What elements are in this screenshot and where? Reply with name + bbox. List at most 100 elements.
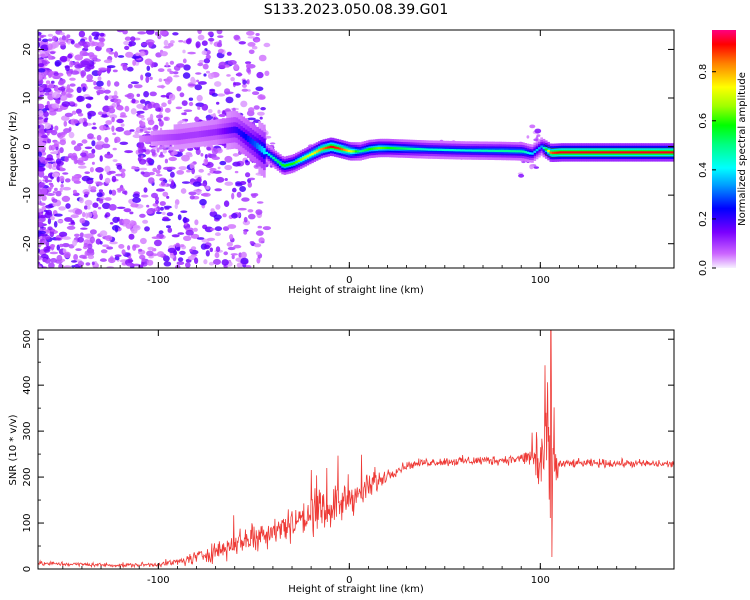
spectrogram-ridge-cell: [547, 150, 550, 153]
spectrogram-speckle: [115, 126, 125, 132]
spectrogram-ridge-cell: [595, 151, 598, 154]
spectrogram-speckle: [117, 55, 125, 58]
spectrogram-ridge-cell: [625, 151, 628, 154]
spectrogram-speckle: [145, 30, 155, 35]
spectrogram-speckle: [54, 125, 59, 131]
spectrogram-speckle: [209, 247, 213, 253]
spectrogram-speckle: [269, 142, 276, 145]
spectrogram-speckle: [38, 37, 42, 42]
spectrogram-speckle: [136, 103, 145, 109]
spectrogram-speckle: [87, 205, 91, 210]
spectrogram-ridge-cell: [618, 151, 621, 154]
spectrogram-ridge-cell: [139, 136, 142, 143]
spectrogram-speckle: [59, 187, 63, 193]
spectrogram-speckle: [215, 246, 221, 253]
spectrogram-speckle: [44, 105, 49, 109]
spectrogram-speckle: [142, 219, 149, 224]
spectrogram-speckle: [147, 127, 152, 131]
spectrogram-ridge-cell: [577, 151, 580, 154]
spectrogram-speckle: [74, 233, 80, 237]
spectrogram-speckle: [81, 139, 88, 144]
spectrogram-speckle: [62, 91, 67, 95]
snr-series-line: [38, 330, 674, 569]
spectrogram-speckle: [89, 54, 98, 61]
spectrogram-speckle: [96, 141, 105, 146]
spectrogram-speckle: [179, 92, 185, 98]
spectrogram-speckle: [533, 166, 539, 169]
spectrogram-speckle: [48, 83, 54, 89]
spectrogram-speckle: [38, 255, 42, 261]
spectrogram-ridge-cell: [661, 151, 665, 154]
spectrogram-speckle: [38, 73, 43, 81]
spectrogram-ridge-cell: [643, 151, 647, 154]
spectrogram-speckle: [104, 153, 114, 159]
spectrogram-speckle: [79, 197, 84, 204]
spectrogram-ridge-cell: [478, 149, 482, 152]
spectrogram-speckle: [179, 120, 185, 124]
spectrogram-ridge-cell: [212, 129, 216, 136]
spectrogram-ridge-cell: [423, 148, 427, 151]
spectrogram-speckle: [38, 103, 45, 110]
spectrogram-speckle: [61, 195, 71, 202]
spectrogram-speckle: [55, 158, 62, 165]
spectrogram-speckle: [96, 80, 104, 87]
spectrogram-speckle: [172, 32, 179, 36]
spectrogram-speckle: [216, 42, 223, 48]
spectrogram-speckle: [123, 130, 132, 136]
spectrogram-speckle: [109, 241, 118, 245]
spectrogram-ridge-cell: [357, 150, 360, 153]
spectrogram-speckle: [51, 35, 58, 42]
spectrogram-ridge-cell: [597, 151, 601, 154]
spectrogram-speckle: [223, 251, 228, 256]
spectrogram-speckle: [82, 121, 88, 127]
spectrogram-speckle: [70, 214, 79, 219]
spectrogram-speckle: [215, 204, 221, 210]
spectrogram-speckle: [183, 235, 192, 241]
spectrogram-y-axis-label: Frequency (Hz): [8, 111, 19, 187]
spectrogram-speckle: [213, 258, 221, 265]
spectrogram-speckle: [253, 243, 262, 248]
spectrogram-speckle: [116, 206, 126, 209]
spectrogram-speckle: [100, 249, 108, 254]
spectrogram-speckle: [89, 229, 97, 235]
spectrogram-speckle: [203, 58, 211, 64]
spectrogram-ridge-cell: [313, 151, 317, 154]
spectrogram-speckle: [146, 250, 154, 257]
spectrogram-speckle: [55, 237, 62, 241]
spectrogram-speckle: [160, 122, 163, 126]
spectrogram-speckle: [247, 36, 256, 39]
spectrogram-speckle: [211, 156, 220, 160]
spectrogram-ridge-cell: [386, 146, 390, 150]
spectrogram-speckle: [171, 234, 180, 238]
spectrogram-speckle: [38, 221, 44, 228]
spectrogram-speckle: [146, 204, 150, 208]
spectrogram-speckle: [214, 232, 221, 237]
spectrogram-speckle: [180, 210, 188, 213]
spectrogram-ridge-cell: [632, 151, 635, 154]
spectrogram-ridge-cell: [304, 156, 307, 159]
spectrogram-speckle: [213, 214, 222, 220]
spectrogram-speckle: [109, 114, 118, 119]
spectrogram-ridge-cell: [542, 147, 546, 150]
spectrogram-ridge-cell: [570, 151, 573, 154]
spectrogram-speckle: [132, 134, 142, 139]
spectrogram-ridge-cell: [538, 147, 541, 150]
spectrogram-ridge-cell: [221, 128, 225, 135]
spectrogram-ridge-cell: [162, 134, 165, 141]
spectrogram-speckle: [105, 127, 111, 130]
spectrogram-speckle: [99, 125, 107, 131]
spectrogram-speckle: [234, 170, 239, 174]
spectrogram-speckle: [43, 175, 49, 180]
spectrogram-speckle: [164, 107, 171, 113]
spectrogram-speckle: [91, 126, 97, 130]
spectrogram-speckle: [243, 230, 248, 235]
spectrogram-speckle: [251, 45, 258, 50]
spectrogram-speckle: [127, 245, 131, 251]
spectrogram-speckle: [93, 85, 103, 90]
spectrogram-speckle: [232, 187, 237, 193]
spectrogram-speckle: [102, 111, 107, 115]
spectrogram-speckle: [177, 232, 185, 235]
spectrogram-ridge-cell: [517, 150, 521, 153]
spectrogram-speckle: [65, 178, 71, 183]
